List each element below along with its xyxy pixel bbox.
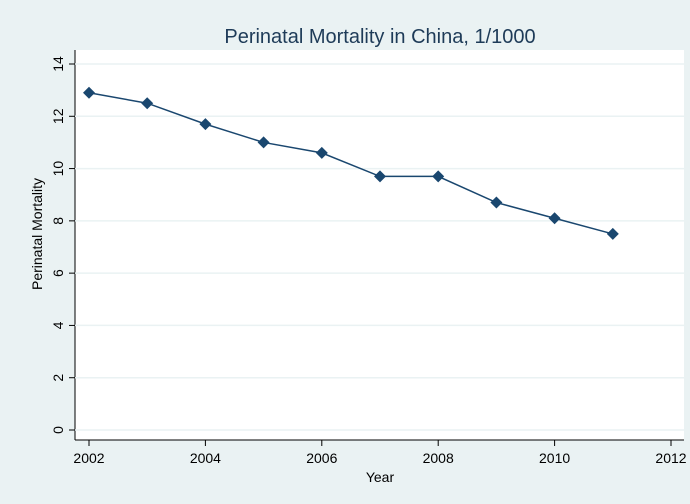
y-tick-label: 12 [50,108,66,124]
x-tick-label: 2010 [539,450,570,466]
y-tick-label: 10 [50,161,66,177]
marker [432,170,445,183]
x-tick-label: 2006 [306,450,337,466]
x-tick-label: 2004 [190,450,221,466]
marker [83,86,95,99]
marker [257,136,270,149]
chart-title: Perinatal Mortality in China, 1/1000 [224,26,535,48]
marker [490,196,503,209]
y-tick-label: 8 [50,217,66,225]
marker [374,170,386,183]
marker [315,146,328,159]
marker [199,118,212,131]
y-axis-label: Perinatal Mortality [29,178,45,290]
marker [606,227,619,240]
x-tick-label: 2012 [655,450,686,466]
x-tick-label: 2002 [73,450,104,466]
y-tick-label: 14 [50,56,66,72]
marker [548,212,561,225]
y-tick-label: 6 [50,269,66,277]
y-tick-label: 2 [50,374,66,382]
line [88,92,613,235]
x-axis-label: Year [366,469,395,485]
y-tick-label: 4 [50,321,66,329]
plot-area [75,50,684,440]
marker [141,97,154,110]
y-tick-label: 0 [50,426,66,434]
x-tick-label: 2008 [423,450,454,466]
